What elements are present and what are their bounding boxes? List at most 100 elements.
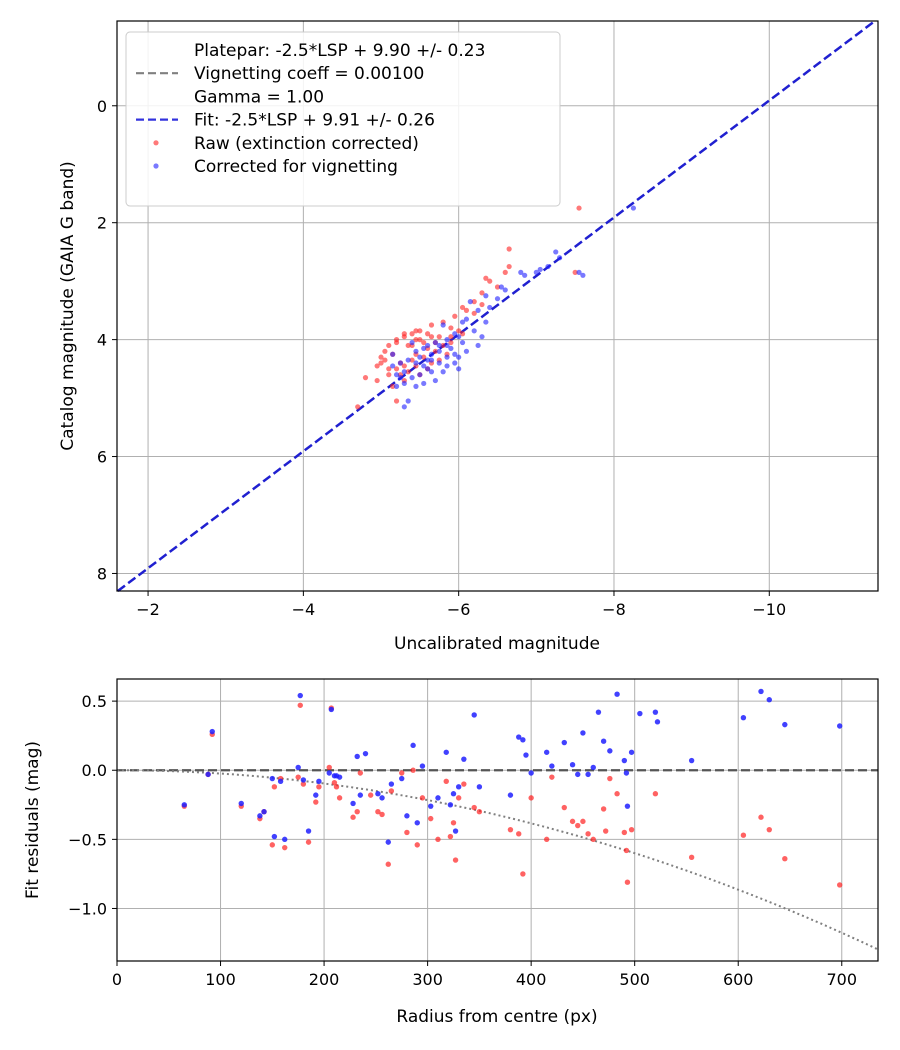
corrected-point [448,345,454,351]
legend-label: Corrected for vignetting [194,157,398,177]
corrected-residual-point [585,771,591,778]
residuals-y-ticks: 0.5 0.0 −0.5 −1.0 [68,692,117,918]
corrected-point [401,404,407,410]
raw-residual-point [461,781,467,787]
corrected-residual-point [410,742,416,749]
corrected-residual-point [385,839,391,845]
y-tick-label: 2 [97,214,107,233]
raw-point [393,339,400,346]
corrected-series [390,205,636,410]
corrected-point [405,357,411,363]
corrected-residual-point [305,828,312,834]
corrected-residual-point [388,781,395,787]
calibration-x-ticks: −2 −4 −6 −8 −10 [136,591,786,619]
raw-residual-point [628,826,635,833]
raw-residual-point [575,822,581,829]
corrected-residual-point [316,778,322,784]
raw-point [421,339,427,346]
legend: Platepar: -2.5*LSP + 9.90 +/- 0.23 Vignet… [125,31,561,207]
raw-residual-point [379,811,385,818]
corrected-residual-point [354,753,360,760]
raw-residual-point [333,784,340,790]
raw-residual-point [621,829,628,836]
raw-residual-point [336,795,343,801]
raw-residual-point [305,839,312,845]
raw-residual-point [476,809,483,815]
corrected-residual-point [528,770,534,776]
corrected-residual-point [419,763,426,769]
corrected-residual-point [758,688,764,695]
raw-point [382,357,388,363]
y-tick-label: −0.5 [68,830,107,849]
raw-point [471,299,477,305]
corrected-residual-point [575,771,581,778]
residuals-plot: 0 100 200 300 400 500 600 700 0.5 0.0 −0.5 −1.0 Ra… [23,678,879,1027]
raw-point [448,334,454,340]
corrected-point [436,348,442,354]
legend-item: Raw (extinction corrected) [153,134,419,154]
corrected-point [401,369,407,375]
corrected-residual-point [580,730,586,736]
corrected-residual-point [621,757,628,764]
calibration-x-label: Uncalibrated magnitude [394,634,600,654]
corrected-residual-point [271,833,278,840]
raw-point [382,348,388,354]
raw-point [393,398,400,404]
raw-point [355,404,361,410]
raw-residual-point [300,781,307,787]
raw-residual-point [471,804,477,811]
raw-residual-point [331,779,338,786]
corrected-point [413,348,419,354]
corrected-residual-point [404,813,410,819]
raw-point [471,310,477,316]
residuals-grid [117,679,878,961]
raw-residual-point [410,767,416,773]
corrected-residual-point [326,770,332,776]
raw-point [390,383,396,389]
corrected-point [425,342,431,349]
corrected-point [459,339,466,346]
calibration-plot: −2 −4 −6 −8 −10 0 2 4 6 8 Uncalibrated magnitude… [58,20,879,654]
y-tick-label: 8 [97,564,107,583]
x-tick-label: 600 [723,970,754,989]
residuals-y-label: Fit residuals (mag) [23,741,43,899]
corrected-residual-point [607,748,613,754]
corrected-residual-point [399,775,405,782]
corrected-residual-point [336,774,343,780]
raw-point [576,205,582,211]
corrected-point [557,255,563,261]
corrected-point [390,363,396,369]
calibration-y-ticks: 0 2 4 6 8 [97,97,117,583]
corrected-residual-point [238,800,244,807]
vignetting-curve [117,769,879,951]
corrected-residual-point [313,792,319,798]
corrected-residual-point [269,775,276,782]
corrected-point [576,269,582,275]
corrected-residual-point [428,803,434,809]
legend-dot-swatch [153,140,159,146]
raw-residual-point [271,784,278,790]
raw-residual-point [419,795,426,801]
corrected-point [432,377,438,384]
raw-residual-point [455,795,462,801]
raw-residual-point [623,847,630,854]
fit-lines [117,20,876,592]
legend-dot-swatch [153,163,159,169]
corrected-residual-point [516,734,522,740]
corrected-point [456,334,462,340]
raw-point [448,325,454,331]
raw-point [425,331,431,337]
corrected-point [397,375,404,381]
corrected-residual-point [282,836,288,843]
corrected-residual-point [624,803,631,809]
residuals-x-label: Radius from centre (px) [396,1007,597,1027]
x-tick-label: −2 [136,600,160,619]
corrected-point [471,328,477,334]
corrected-point [436,360,442,366]
calibration-plot-frame [116,20,879,592]
raw-point [386,372,392,378]
x-tick-label: 500 [619,970,650,989]
corrected-point [409,339,415,346]
raw-point [362,375,369,381]
